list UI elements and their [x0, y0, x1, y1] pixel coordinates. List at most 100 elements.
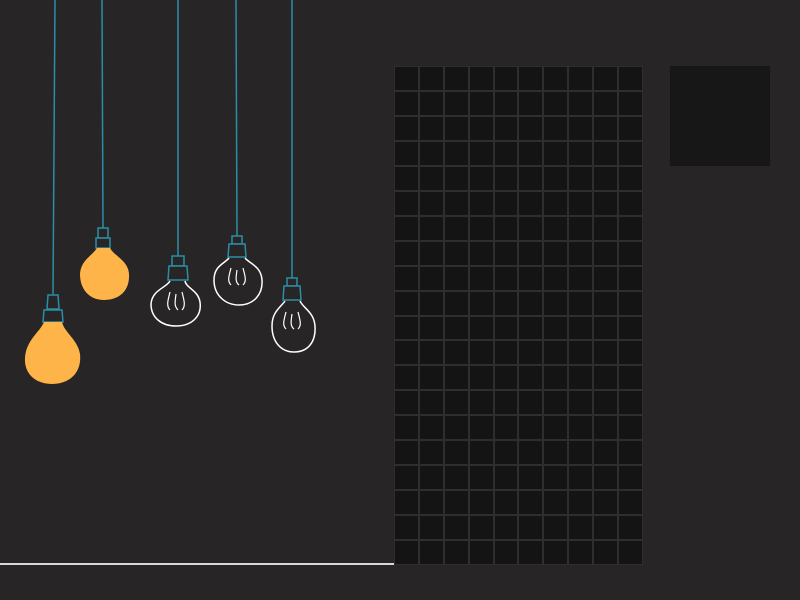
board-cell: [418, 340, 444, 366]
board-cell: [543, 365, 569, 391]
board-cell: [518, 215, 544, 241]
board-cell: [443, 315, 469, 341]
board-cell: [468, 240, 494, 266]
board-cell: [568, 515, 594, 541]
board-cell: [493, 315, 519, 341]
board-cell: [418, 215, 444, 241]
board-cell: [443, 115, 469, 141]
board-cell: [518, 490, 544, 516]
board-cell: [618, 240, 643, 266]
board-cell: [518, 415, 544, 441]
board-cell: [443, 540, 469, 565]
board-cell: [518, 390, 544, 416]
board-cell: [493, 165, 519, 191]
board-cell: [518, 515, 544, 541]
board-cell: [394, 315, 419, 341]
board-cell: [618, 490, 643, 516]
board-cell: [568, 440, 594, 466]
board-cell: [443, 165, 469, 191]
board-cell: [543, 190, 569, 216]
board-cell: [394, 115, 419, 141]
board-cell: [518, 265, 544, 291]
board-cell: [443, 265, 469, 291]
bulb-1-lit-icon: [24, 0, 81, 384]
board-cell: [493, 415, 519, 441]
board-cell: [518, 165, 544, 191]
board-cell: [468, 66, 494, 91]
board-cell: [618, 290, 643, 316]
board-cell: [618, 465, 643, 491]
board-cell: [443, 290, 469, 316]
bulb-4-unlit-icon: [213, 0, 263, 306]
board-cell: [394, 340, 419, 366]
board-cell: [443, 365, 469, 391]
board-cell: [418, 490, 444, 516]
board-cell: [543, 265, 569, 291]
board-cell: [394, 90, 419, 116]
board-cell: [568, 365, 594, 391]
board-cell: [418, 390, 444, 416]
board-cell: [518, 66, 544, 91]
board-cell: [468, 215, 494, 241]
board-cell: [468, 440, 494, 466]
board-cell: [394, 390, 419, 416]
board-cell: [468, 465, 494, 491]
board-cell: [468, 190, 494, 216]
board-cell: [568, 140, 594, 166]
board-cell: [568, 340, 594, 366]
board-cell: [493, 240, 519, 266]
board-cell: [443, 90, 469, 116]
board-cell: [518, 90, 544, 116]
board-cell: [418, 465, 444, 491]
board-cell: [468, 140, 494, 166]
board-cell: [493, 465, 519, 491]
board-cell: [493, 90, 519, 116]
game-board-grid[interactable]: [394, 66, 643, 565]
bulb-5-unlit-icon: [271, 0, 316, 353]
board-cell: [618, 515, 643, 541]
board-cell: [618, 365, 643, 391]
board-cell: [394, 290, 419, 316]
board-cell: [543, 465, 569, 491]
board-cell: [568, 265, 594, 291]
board-cell: [618, 540, 643, 565]
board-cell: [568, 390, 594, 416]
board-cell: [468, 490, 494, 516]
board-cell: [543, 440, 569, 466]
board-cell: [443, 465, 469, 491]
board-cell: [518, 140, 544, 166]
board-cell: [518, 440, 544, 466]
board-cell: [568, 465, 594, 491]
board-cell: [618, 315, 643, 341]
board-cell: [443, 240, 469, 266]
board-cell: [468, 365, 494, 391]
board-cell: [543, 540, 569, 565]
board-cell: [394, 165, 419, 191]
board-cell: [518, 540, 544, 565]
board-cell: [443, 490, 469, 516]
board-cell: [568, 415, 594, 441]
board-cell: [418, 265, 444, 291]
board-cell: [593, 440, 619, 466]
board-cell: [568, 190, 594, 216]
board-cell: [568, 165, 594, 191]
board-cell: [568, 240, 594, 266]
next-piece-preview: [670, 66, 770, 166]
board-cell: [418, 240, 444, 266]
board-cell: [493, 440, 519, 466]
board-cell: [618, 90, 643, 116]
board-cell: [593, 490, 619, 516]
board-cell: [618, 390, 643, 416]
board-cell: [518, 190, 544, 216]
board-cell: [418, 66, 444, 91]
board-cell: [593, 240, 619, 266]
board-cell: [418, 440, 444, 466]
board-cell: [593, 215, 619, 241]
board-cell: [468, 115, 494, 141]
board-cell: [543, 290, 569, 316]
board-cell: [518, 315, 544, 341]
board-cell: [593, 465, 619, 491]
board-cell: [493, 340, 519, 366]
board-cell: [618, 140, 643, 166]
